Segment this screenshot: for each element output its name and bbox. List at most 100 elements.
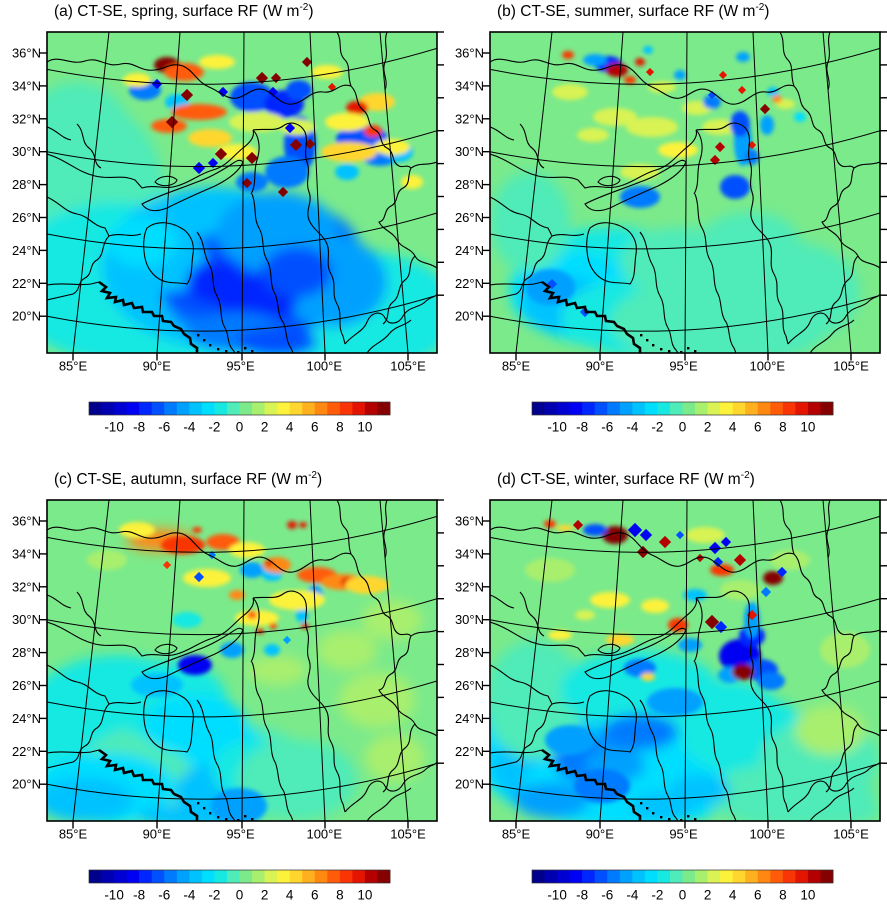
panel-c: (c) CT-SE, autumn, surface RF (W m-2) 36…	[0, 468, 444, 913]
lat-tick-label: 32°N	[455, 111, 484, 126]
map-area-a	[7, 32, 444, 397]
panel-d-title: (d) CT-SE, winter, surface RF (W m-2)	[497, 470, 755, 489]
colorbar-tick-label: 8	[779, 888, 787, 903]
colorbar-tick-label: 4	[286, 420, 294, 435]
map-area-d	[470, 500, 887, 865]
lat-tick-label: 30°N	[12, 612, 41, 627]
colorbar-tick-label: -6	[158, 420, 170, 435]
panel-a-title: (a) CT-SE, spring, surface RF (W m-2)	[54, 2, 314, 21]
colorbar-tick-label: -10	[547, 420, 567, 435]
colorbar-tick-label: 0	[236, 888, 244, 903]
colorbar-tick-label: 0	[236, 420, 244, 435]
lat-tick-label: 32°N	[12, 111, 41, 126]
colorbar-tick-label: 2	[261, 888, 269, 903]
lat-tick-label: 24°N	[455, 711, 484, 726]
lon-tick-label: 100°E	[306, 827, 342, 842]
lat-tick-label: 30°N	[12, 144, 41, 159]
colorbar-d	[532, 870, 833, 883]
map-area-b	[483, 32, 887, 397]
lon-tick-label: 90°E	[586, 359, 615, 374]
panel-d-title-sup: -2	[741, 470, 750, 481]
colorbar-tick-label: -6	[601, 888, 613, 903]
lat-tick-label: 26°N	[455, 678, 484, 693]
colorbar-tick-label: 6	[311, 420, 319, 435]
lon-tick-label: 105°E	[390, 827, 426, 842]
lon-tick-label: 95°E	[226, 827, 255, 842]
panel-a: (a) CT-SE, spring, surface RF (W m-2) 36…	[0, 0, 444, 445]
colorbar-tick-label: 8	[336, 420, 344, 435]
lon-tick-label: 100°E	[749, 827, 785, 842]
panel-d-title-text: (d) CT-SE, winter, surface RF (W m	[497, 471, 741, 488]
colorbar-tick-label: -10	[547, 888, 567, 903]
panel-b-title-close: )	[764, 3, 769, 20]
lon-tick-label: 105°E	[390, 359, 426, 374]
lat-tick-label: 36°N	[455, 514, 484, 529]
colorbar-tick-label: 10	[357, 420, 372, 435]
colorbar-tick-label: 6	[754, 888, 762, 903]
lat-tick-label: 24°N	[12, 243, 41, 258]
colorbar-tick-label: -2	[651, 420, 663, 435]
lat-tick-label: 20°N	[12, 777, 41, 792]
panel-c-title-sup: -2	[308, 470, 317, 481]
lat-tick-label: 28°N	[12, 177, 41, 192]
colorbar-tick-label: -4	[626, 888, 638, 903]
lat-tick-label: 24°N	[455, 243, 484, 258]
colorbar-a	[89, 402, 390, 415]
colorbar-tick-label: -6	[601, 420, 613, 435]
colorbar-tick-label: -8	[576, 888, 588, 903]
lat-tick-label: 34°N	[455, 546, 484, 561]
colorbar-tick-label: -8	[576, 420, 588, 435]
lat-tick-label: 36°N	[12, 46, 41, 61]
panel-b-title: (b) CT-SE, summer, surface RF (W m-2)	[497, 2, 769, 21]
lat-tick-label: 20°N	[455, 309, 484, 324]
lon-tick-label: 105°E	[833, 827, 869, 842]
lat-tick-label: 26°N	[12, 678, 41, 693]
map-figure-b: 36°N34°N32°N30°N28°N26°N24°N22°N20°N85°E…	[443, 0, 887, 445]
colorbar-tick-label: 6	[754, 420, 762, 435]
lat-tick-label: 34°N	[12, 546, 41, 561]
lat-tick-label: 28°N	[455, 177, 484, 192]
lat-tick-label: 28°N	[455, 645, 484, 660]
lat-tick-label: 34°N	[12, 78, 41, 93]
lon-tick-label: 85°E	[502, 359, 531, 374]
lon-tick-label: 90°E	[586, 827, 615, 842]
map-figure-d: 36°N34°N32°N30°N28°N26°N24°N22°N20°N85°E…	[443, 468, 887, 913]
colorbar-c	[89, 870, 390, 883]
lat-tick-label: 30°N	[455, 144, 484, 159]
colorbar-tick-label: -4	[183, 420, 195, 435]
lon-tick-label: 105°E	[833, 359, 869, 374]
colorbar-tick-label: 2	[704, 888, 712, 903]
lat-tick-label: 26°N	[12, 210, 41, 225]
colorbar-tick-label: 8	[336, 888, 344, 903]
colorbar-tick-label: 0	[679, 420, 687, 435]
lon-tick-label: 100°E	[749, 359, 785, 374]
panel-d: (d) CT-SE, winter, surface RF (W m-2) 36…	[443, 468, 887, 913]
panel-a-title-close: )	[308, 3, 313, 20]
lon-tick-label: 90°E	[143, 827, 172, 842]
colorbar-tick-label: 10	[357, 888, 372, 903]
lon-tick-label: 95°E	[669, 359, 698, 374]
panel-b: (b) CT-SE, summer, surface RF (W m-2) 36…	[443, 0, 887, 445]
colorbar-tick-label: -2	[208, 420, 220, 435]
colorbar-tick-label: 4	[729, 420, 737, 435]
colorbar-tick-label: 10	[800, 420, 815, 435]
colorbar-tick-label: -10	[104, 888, 124, 903]
lat-tick-label: 22°N	[455, 744, 484, 759]
panel-b-title-text: (b) CT-SE, summer, surface RF (W m	[497, 3, 755, 20]
colorbar-tick-label: 8	[779, 420, 787, 435]
colorbar-tick-label: 6	[311, 888, 319, 903]
colorbar-tick-label: -4	[626, 420, 638, 435]
lat-tick-label: 22°N	[12, 276, 41, 291]
lat-tick-label: 20°N	[12, 309, 41, 324]
lat-tick-label: 32°N	[455, 579, 484, 594]
colorbar-tick-label: 2	[261, 420, 269, 435]
lat-tick-label: 34°N	[455, 78, 484, 93]
colorbar-tick-label: -8	[133, 420, 145, 435]
colorbar-tick-label: 10	[800, 888, 815, 903]
panel-c-title-close: )	[317, 471, 322, 488]
lon-tick-label: 85°E	[59, 827, 88, 842]
colorbar-tick-label: 4	[729, 888, 737, 903]
lat-tick-label: 30°N	[455, 612, 484, 627]
lon-tick-label: 100°E	[306, 359, 342, 374]
lon-tick-label: 95°E	[226, 359, 255, 374]
